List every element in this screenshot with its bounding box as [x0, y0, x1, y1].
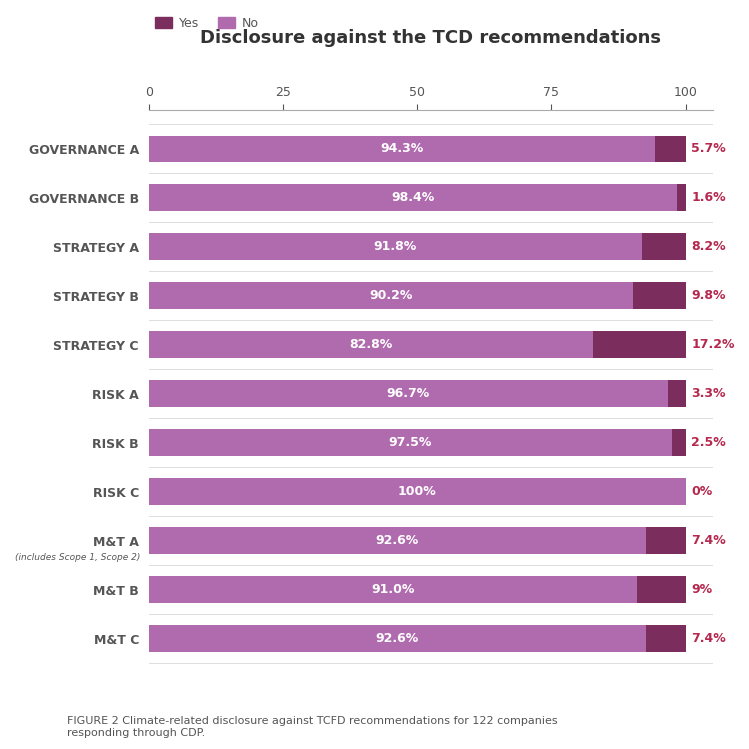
Bar: [148, 184, 677, 211]
Text: 17.2%: 17.2%: [691, 339, 735, 351]
Bar: [668, 380, 686, 407]
Text: 1.6%: 1.6%: [691, 192, 726, 204]
Text: 8.2%: 8.2%: [691, 240, 726, 253]
Text: 0%: 0%: [691, 485, 712, 498]
Text: 5.7%: 5.7%: [691, 142, 726, 156]
Text: 98.4%: 98.4%: [391, 192, 434, 204]
Text: 94.3%: 94.3%: [380, 142, 423, 156]
Legend: Yes, No: Yes, No: [155, 16, 258, 29]
Text: 91.8%: 91.8%: [374, 240, 416, 253]
Bar: [655, 136, 686, 163]
Text: (includes Scope 1, Scope 2): (includes Scope 1, Scope 2): [15, 554, 141, 562]
Bar: [633, 282, 686, 309]
Bar: [148, 625, 646, 652]
Bar: [148, 429, 673, 456]
Text: 92.6%: 92.6%: [376, 534, 419, 547]
Text: 7.4%: 7.4%: [691, 534, 726, 547]
Bar: [148, 331, 593, 358]
Text: 9%: 9%: [691, 583, 712, 596]
Text: 9.8%: 9.8%: [691, 289, 726, 303]
Bar: [148, 136, 655, 163]
Bar: [148, 576, 637, 603]
Bar: [646, 625, 686, 652]
Bar: [646, 527, 686, 554]
Text: 2.5%: 2.5%: [691, 436, 726, 449]
Text: 82.8%: 82.8%: [349, 339, 392, 351]
Text: 90.2%: 90.2%: [369, 289, 413, 303]
Text: 3.3%: 3.3%: [691, 387, 726, 400]
Bar: [148, 234, 642, 261]
Bar: [642, 234, 686, 261]
Text: 100%: 100%: [398, 485, 437, 498]
Bar: [677, 184, 686, 211]
Bar: [148, 527, 646, 554]
Text: 97.5%: 97.5%: [389, 436, 432, 449]
Title: Disclosure against the TCD recommendations: Disclosure against the TCD recommendatio…: [200, 29, 661, 47]
Bar: [673, 429, 686, 456]
Text: 7.4%: 7.4%: [691, 632, 726, 645]
Bar: [148, 380, 668, 407]
Bar: [148, 282, 633, 309]
Text: 91.0%: 91.0%: [372, 583, 415, 596]
Bar: [593, 331, 686, 358]
Text: 96.7%: 96.7%: [386, 387, 430, 400]
Text: FIGURE 2 Climate-related disclosure against TCFD recommendations for 122 compani: FIGURE 2 Climate-related disclosure agai…: [67, 716, 558, 738]
Bar: [637, 576, 686, 603]
Text: 92.6%: 92.6%: [376, 632, 419, 645]
Bar: [148, 478, 686, 505]
